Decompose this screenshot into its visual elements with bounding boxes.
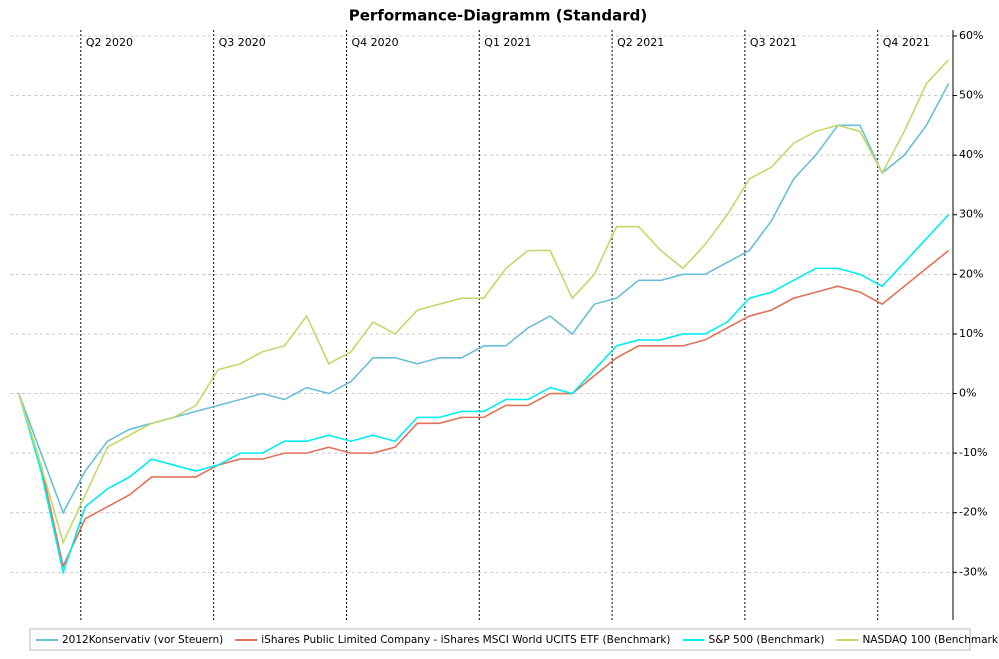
legend-label: S&P 500 (Benchmark) bbox=[709, 634, 825, 646]
y-tick-label: -20% bbox=[959, 506, 987, 519]
chart-title: Performance-Diagramm (Standard) bbox=[349, 7, 647, 25]
y-tick-label: -10% bbox=[959, 446, 987, 459]
x-tick-label: Q4 2020 bbox=[351, 36, 398, 49]
legend-box bbox=[29, 628, 971, 651]
x-tick-label: Q3 2021 bbox=[750, 36, 797, 49]
y-tick-label: 50% bbox=[959, 89, 983, 102]
y-tick-label: 30% bbox=[959, 208, 983, 221]
legend-label: NASDAQ 100 (Benchmark) bbox=[862, 634, 999, 646]
y-tick-label: -30% bbox=[959, 565, 987, 578]
y-tick-label: 20% bbox=[959, 267, 983, 280]
y-tick-label: 60% bbox=[959, 29, 983, 42]
x-tick-label: Q2 2020 bbox=[86, 36, 133, 49]
series-line bbox=[18, 59, 950, 545]
legend-label: iShares Public Limited Company - iShares… bbox=[261, 634, 670, 646]
series-line bbox=[18, 249, 950, 569]
x-tick-label: Q4 2021 bbox=[883, 36, 930, 49]
x-tick-label: Q1 2021 bbox=[484, 36, 531, 49]
x-tick-label: Q2 2021 bbox=[617, 36, 664, 49]
legend-label: 2012Konservativ (vor Steuern) bbox=[62, 634, 223, 646]
y-tick-label: 0% bbox=[959, 387, 976, 400]
series-line bbox=[18, 214, 950, 576]
x-tick-label: Q3 2020 bbox=[219, 36, 266, 49]
y-tick-label: 40% bbox=[959, 148, 983, 161]
y-tick-label: 10% bbox=[959, 327, 983, 340]
